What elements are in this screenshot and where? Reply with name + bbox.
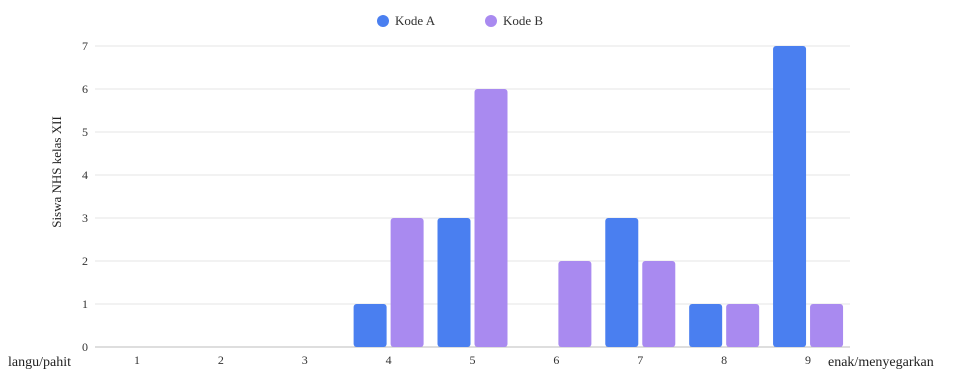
y-tick-label: 6 bbox=[82, 82, 88, 96]
legend-marker-kode-a bbox=[377, 15, 389, 27]
y-axis-title: Siswa NHS kelas XII bbox=[49, 116, 64, 228]
y-tick-label: 7 bbox=[82, 39, 88, 53]
bar-kode-b-4 bbox=[390, 218, 424, 347]
x-tick-label: 2 bbox=[218, 353, 224, 367]
bar-kode-a-9 bbox=[773, 46, 807, 347]
legend: Kode A Kode B bbox=[377, 13, 543, 28]
bar-kode-b-8 bbox=[726, 304, 760, 347]
x-tick-label: 4 bbox=[386, 353, 392, 367]
gridlines bbox=[95, 45, 850, 348]
legend-marker-kode-b bbox=[485, 15, 497, 27]
y-tick-label: 0 bbox=[82, 340, 88, 354]
bar-kode-b-5 bbox=[474, 89, 508, 347]
bar-kode-a-7 bbox=[605, 218, 639, 347]
x-tick-label: 5 bbox=[470, 353, 476, 367]
y-tick-labels: 0 1 2 3 4 5 6 7 bbox=[82, 39, 88, 354]
bar-kode-b-7 bbox=[642, 261, 676, 347]
x-tick-label: 6 bbox=[553, 353, 559, 367]
bar-kode-a-8 bbox=[689, 304, 723, 347]
x-end-label: enak/menyegarkan bbox=[828, 355, 934, 370]
x-tick-label: 9 bbox=[805, 353, 811, 367]
x-tick-labels: 1 2 3 4 5 6 7 8 9 bbox=[134, 353, 811, 367]
y-tick-label: 3 bbox=[82, 211, 88, 225]
legend-label-kode-a: Kode A bbox=[395, 13, 436, 28]
x-tick-label: 8 bbox=[721, 353, 727, 367]
y-tick-label: 2 bbox=[82, 254, 88, 268]
bar-kode-a-5 bbox=[437, 218, 471, 347]
x-tick-label: 3 bbox=[302, 353, 308, 367]
bar-kode-b-9 bbox=[810, 304, 844, 347]
bar-kode-a-4 bbox=[353, 304, 387, 347]
x-tick-label: 1 bbox=[134, 353, 140, 367]
legend-label-kode-b: Kode B bbox=[503, 13, 543, 28]
y-tick-label: 5 bbox=[82, 125, 88, 139]
x-start-label: langu/pahit bbox=[8, 355, 71, 370]
x-tick-label: 7 bbox=[637, 353, 643, 367]
bar-kode-b-6 bbox=[558, 261, 592, 347]
y-tick-label: 1 bbox=[82, 297, 88, 311]
bars bbox=[353, 46, 844, 347]
y-tick-label: 4 bbox=[82, 168, 88, 182]
